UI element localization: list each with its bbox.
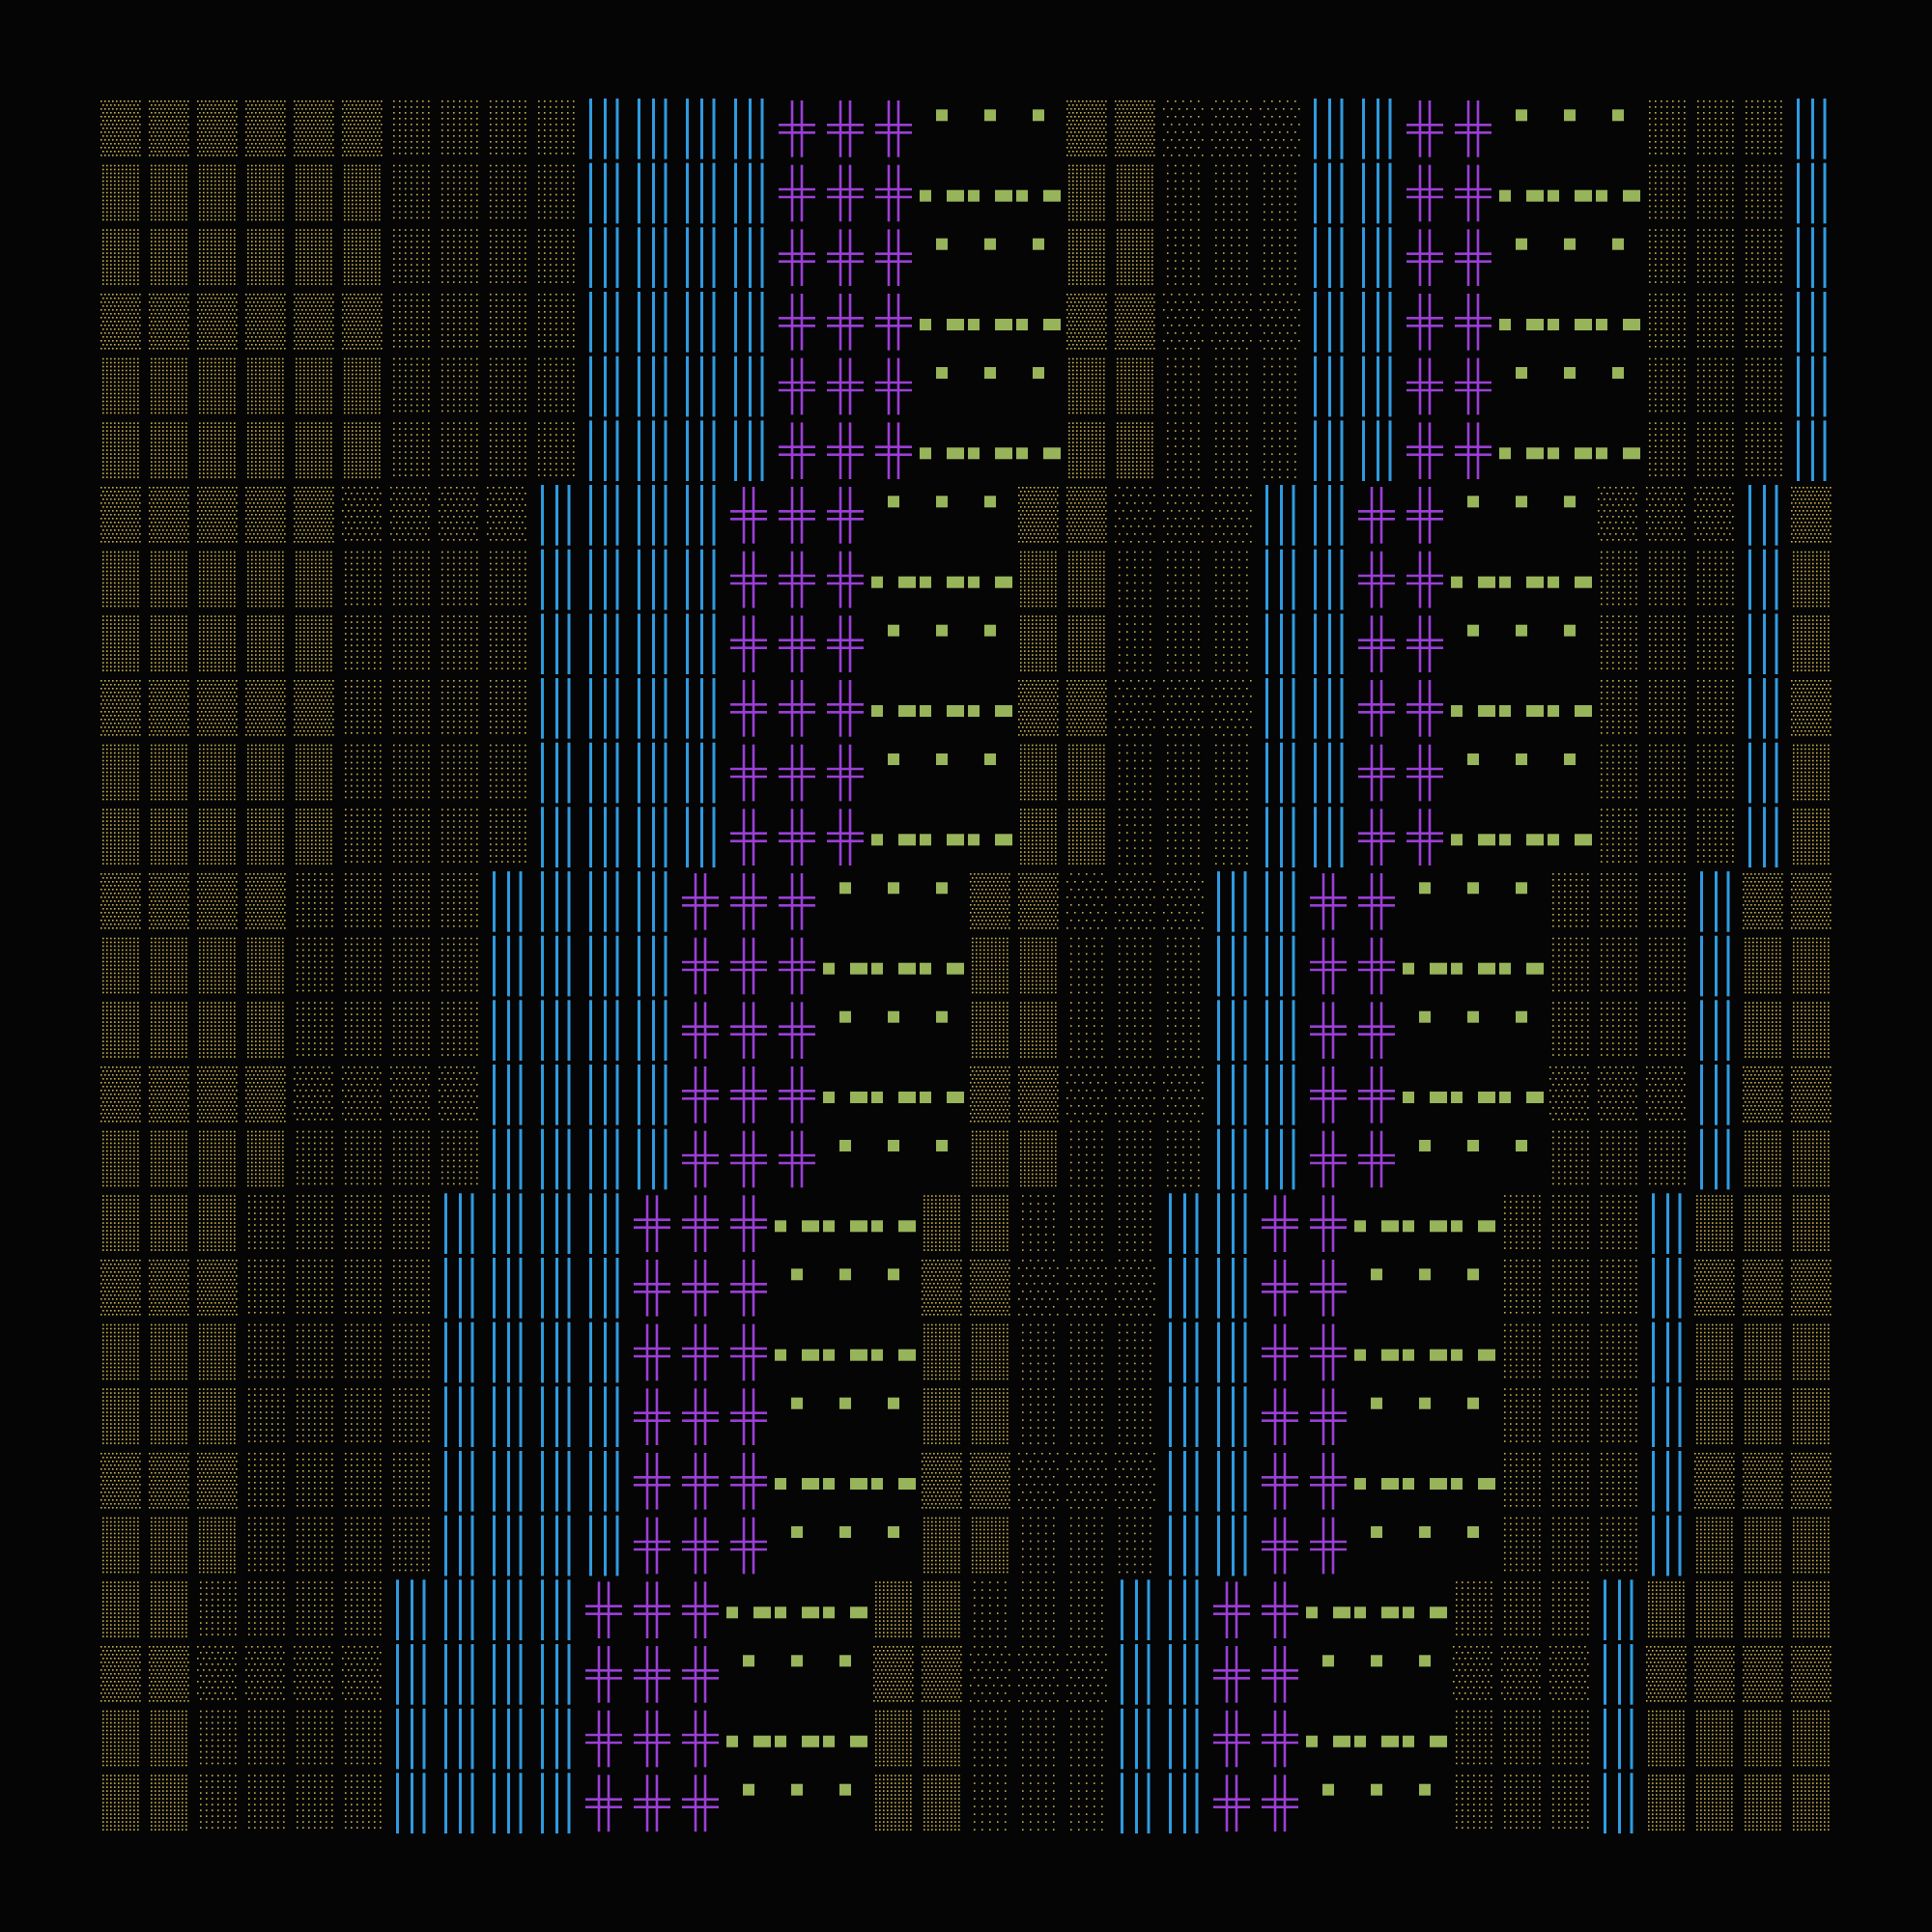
diamond-glyph (1467, 1268, 1479, 1280)
diamond-glyph (1419, 1140, 1431, 1151)
diamond-glyph (1612, 367, 1624, 379)
diamond-glyph (936, 239, 948, 250)
diamond-glyph (888, 1526, 899, 1538)
diamond-glyph (791, 1784, 803, 1796)
diamond-glyph (1467, 882, 1479, 894)
diamond-glyph (839, 1011, 851, 1023)
diamond-glyph (1033, 239, 1044, 250)
diamond-glyph (984, 496, 996, 507)
diamond-glyph (888, 753, 899, 765)
diamond-glyph (936, 109, 948, 121)
diamond-glyph (1371, 1268, 1382, 1280)
diamond-glyph (1467, 753, 1479, 765)
diamond-glyph (1322, 1655, 1334, 1666)
diamond-glyph (1564, 109, 1576, 121)
diamond-glyph (984, 109, 996, 121)
diamond-glyph (888, 1011, 899, 1023)
diamond-glyph (1564, 239, 1576, 250)
diamond-glyph (791, 1268, 803, 1280)
diamond-glyph (888, 1268, 899, 1280)
diamond-glyph (791, 1398, 803, 1409)
diamond-glyph (743, 1784, 754, 1796)
diamond-glyph (1467, 1011, 1479, 1023)
diamond-glyph (1419, 1655, 1431, 1666)
diamond-glyph (1419, 1268, 1431, 1280)
diamond-glyph (936, 367, 948, 379)
diamond-glyph (1371, 1784, 1382, 1796)
diamond-glyph (1033, 367, 1044, 379)
diamond-glyph (1419, 1526, 1431, 1538)
diamond-glyph (791, 1526, 803, 1538)
diamond-glyph (1564, 753, 1576, 765)
diamond-glyph (839, 882, 851, 894)
diamond-glyph (1516, 625, 1527, 637)
diamond-glyph (1371, 1526, 1382, 1538)
diamond-glyph (839, 1526, 851, 1538)
diamond-glyph (984, 625, 996, 637)
diamond-glyph (1419, 1398, 1431, 1409)
diamond-glyph (1516, 239, 1527, 250)
diamond-glyph (984, 367, 996, 379)
diamond-glyph (1419, 882, 1431, 894)
diamond-glyph (936, 882, 948, 894)
diamond-glyph (984, 239, 996, 250)
diamond-glyph (1371, 1398, 1382, 1409)
diamond-glyph (1467, 625, 1479, 637)
diamond-glyph (1564, 367, 1576, 379)
diamond-glyph (936, 1140, 948, 1151)
diamond-glyph (936, 1011, 948, 1023)
diamond-glyph (1419, 1011, 1431, 1023)
diamond-glyph (839, 1140, 851, 1151)
diamond-glyph (984, 753, 996, 765)
diamond-glyph (936, 496, 948, 507)
diamond-glyph (888, 1398, 899, 1409)
diamond-glyph (1516, 1011, 1527, 1023)
diamond-glyph (839, 1398, 851, 1409)
diamond-glyph (1033, 109, 1044, 121)
diamond-glyph (1371, 1655, 1382, 1666)
diamond-glyph (791, 1655, 803, 1666)
diamond-glyph (1467, 1526, 1479, 1538)
diamond-glyph (936, 753, 948, 765)
diamond-glyph (839, 1784, 851, 1796)
diamond-glyph (743, 1655, 754, 1666)
diamond-glyph (888, 882, 899, 894)
diamond-glyph (1467, 1398, 1479, 1409)
diamond-glyph (1516, 367, 1527, 379)
diamond-glyph (888, 496, 899, 507)
diamond-glyph (1516, 882, 1527, 894)
diamond-glyph (888, 1140, 899, 1151)
diamond-glyph (1612, 239, 1624, 250)
diamond-glyph (839, 1655, 851, 1666)
diamond-glyph (936, 625, 948, 637)
diamond-glyph (1516, 496, 1527, 507)
diamond-glyph (1564, 625, 1576, 637)
diamond-glyph (1516, 1140, 1527, 1151)
diamond-glyph (1467, 1140, 1479, 1151)
diamond-glyph (1516, 753, 1527, 765)
diamond-glyph (839, 1268, 851, 1280)
diamond-glyph (1516, 109, 1527, 121)
diamond-glyph (1419, 1784, 1431, 1796)
diamond-glyph (1612, 109, 1624, 121)
diamond-glyph (1564, 496, 1576, 507)
diamond-glyph (1322, 1784, 1334, 1796)
diamond-glyph (888, 625, 899, 637)
diamond-glyph (1467, 496, 1479, 507)
